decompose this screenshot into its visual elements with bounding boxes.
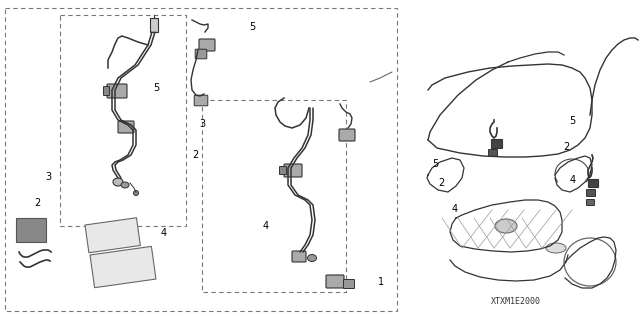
FancyBboxPatch shape	[586, 189, 595, 197]
FancyBboxPatch shape	[104, 86, 109, 95]
FancyBboxPatch shape	[292, 251, 306, 262]
Bar	[5, 8, 397, 311]
Text: 4: 4	[570, 175, 576, 185]
Bar	[90, 246, 156, 288]
Text: 3: 3	[199, 119, 205, 130]
FancyBboxPatch shape	[284, 164, 302, 177]
Text: 3: 3	[45, 172, 51, 182]
Text: 4: 4	[160, 228, 166, 238]
FancyBboxPatch shape	[195, 49, 207, 59]
Bar	[16, 218, 46, 242]
Text: 2: 2	[563, 142, 570, 152]
Text: 5: 5	[250, 22, 256, 32]
Circle shape	[134, 190, 138, 196]
FancyBboxPatch shape	[586, 199, 595, 205]
Text: 2: 2	[192, 150, 198, 160]
FancyBboxPatch shape	[339, 129, 355, 141]
FancyBboxPatch shape	[280, 167, 287, 174]
Text: 2: 2	[438, 178, 445, 189]
Text: 5: 5	[570, 116, 576, 126]
Text: 2: 2	[34, 197, 40, 208]
Ellipse shape	[307, 255, 317, 262]
FancyBboxPatch shape	[194, 95, 208, 106]
Ellipse shape	[546, 243, 566, 253]
FancyBboxPatch shape	[118, 121, 134, 133]
Bar	[60, 15, 186, 226]
Bar	[85, 218, 140, 253]
Ellipse shape	[113, 178, 123, 186]
Text: 4: 4	[262, 221, 269, 232]
Ellipse shape	[121, 182, 129, 188]
FancyBboxPatch shape	[326, 275, 344, 288]
Text: 5: 5	[154, 83, 160, 93]
Text: 4: 4	[451, 204, 458, 214]
FancyBboxPatch shape	[492, 139, 502, 149]
FancyBboxPatch shape	[344, 279, 355, 288]
FancyBboxPatch shape	[488, 150, 497, 157]
Ellipse shape	[495, 219, 517, 233]
FancyBboxPatch shape	[199, 39, 215, 51]
Text: XTXM1E2000: XTXM1E2000	[491, 298, 541, 307]
Text: 5: 5	[432, 159, 438, 169]
FancyBboxPatch shape	[589, 180, 598, 188]
FancyBboxPatch shape	[107, 84, 127, 98]
Bar	[202, 100, 346, 292]
Text: 1: 1	[378, 277, 384, 287]
Bar	[150, 18, 158, 32]
